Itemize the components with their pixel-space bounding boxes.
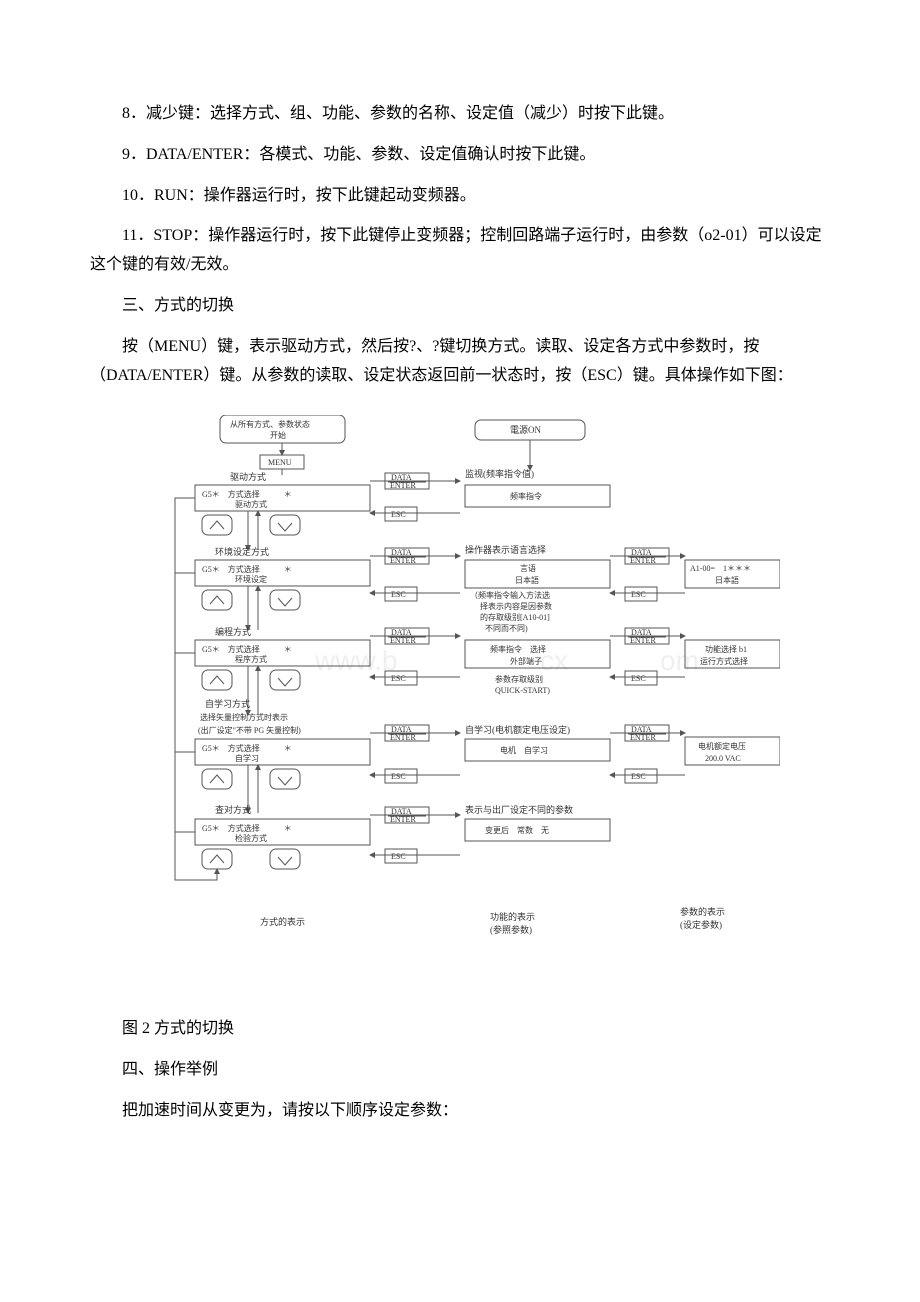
svg-text:检验方式: 检验方式 [235, 833, 267, 843]
watermark-text: om [660, 645, 699, 676]
svg-text:ENTER: ENTER [390, 636, 416, 645]
svg-text:从所有方式、参数状态: 从所有方式、参数状态 [230, 419, 310, 429]
svg-text:的存取级别[A10-01]: 的存取级别[A10-01] [480, 612, 550, 622]
svg-text:环境设定方式: 环境设定方式 [215, 546, 269, 557]
svg-text:MENU: MENU [268, 458, 292, 467]
svg-text:ESC: ESC [391, 772, 406, 781]
svg-text:G5＊ 方式选择 ＊: G5＊ 方式选择 ＊ [202, 564, 292, 574]
figure-caption: 图 2 方式的切换 [90, 1015, 830, 1044]
svg-text:频率指令 选择: 频率指令 选择 [490, 644, 546, 654]
svg-text:ENTER: ENTER [630, 636, 656, 645]
svg-text:驱动方式: 驱动方式 [230, 471, 266, 482]
svg-text:ESC: ESC [391, 510, 406, 519]
para-11: 11．STOP：操作器运行时，按下此键停止变频器；控制回路端子运行时，由参数（o… [90, 222, 830, 280]
svg-text:G5＊ 方式选择 ＊: G5＊ 方式选择 ＊ [202, 743, 292, 753]
col-label-2: 功能的表示 [490, 911, 535, 922]
para-8: 8．减少键：选择方式、组、功能、参数的名称、设定值（减少）时按下此键。 [90, 100, 830, 129]
svg-text:G5＊ 方式选择 ＊: G5＊ 方式选择 ＊ [202, 644, 292, 654]
svg-text:(出厂设定"不带 PG 矢量控制): (出厂设定"不带 PG 矢量控制) [198, 725, 301, 735]
svg-text:电机额定电压: 电机额定电压 [698, 741, 746, 751]
svg-text:开始: 开始 [270, 430, 286, 440]
svg-text:查对方式: 查对方式 [215, 804, 251, 815]
power-on-label: 電源ON [510, 425, 541, 435]
svg-text:自学习方式: 自学习方式 [205, 698, 250, 709]
svg-text:A1-00= 1＊＊＊: A1-00= 1＊＊＊ [690, 564, 751, 573]
section-4-body: 把加速时间从变更为，请按以下顺序设定参数： [90, 1097, 830, 1126]
section-3-body: 按（MENU）键，表示驱动方式，然后按?、?键切换方式。读取、设定各方式中参数时… [90, 333, 830, 391]
col-label-2b: (参照参数) [490, 924, 532, 935]
svg-text:电机 自学习: 电机 自学习 [500, 745, 548, 755]
col-label-3b: (设定参数) [680, 919, 722, 930]
section-4-title: 四、操作举例 [90, 1056, 830, 1085]
svg-text:ESC: ESC [631, 674, 646, 683]
svg-text:ESC: ESC [631, 772, 646, 781]
mode-switch-diagram: www.b cx om 電源ON 从所有方式、参数状态 开始 MENU 驱动方式… [140, 415, 780, 985]
svg-text:日本語: 日本語 [715, 575, 739, 585]
svg-text:日本語: 日本語 [515, 575, 539, 585]
svg-text:ENTER: ENTER [630, 556, 656, 565]
svg-text:G5＊ 方式选择 ＊: G5＊ 方式选择 ＊ [202, 489, 292, 499]
section-3-title: 三、方式的切换 [90, 292, 830, 321]
svg-text:不同而不同): 不同而不同) [485, 624, 528, 633]
svg-text:程序方式: 程序方式 [235, 654, 267, 664]
svg-text:QUICK-START): QUICK-START) [495, 686, 550, 695]
svg-text:ESC: ESC [391, 590, 406, 599]
svg-text:驱动方式: 驱动方式 [235, 499, 267, 509]
svg-text:ESC: ESC [391, 674, 406, 683]
svg-text:自学习(电机额定电压设定): 自学习(电机额定电压设定) [465, 724, 570, 735]
svg-text:择表示内容是因参数: 择表示内容是因参数 [480, 601, 552, 611]
svg-text:功能选择 b1: 功能选择 b1 [705, 644, 747, 654]
svg-text:操作器表示语言选择: 操作器表示语言选择 [465, 544, 546, 555]
svg-text:ENTER: ENTER [630, 733, 656, 742]
svg-text:环境设定: 环境设定 [235, 574, 267, 584]
svg-text:频率指令: 频率指令 [510, 491, 542, 501]
svg-text:ENTER: ENTER [390, 733, 416, 742]
svg-text:参数存取级别: 参数存取级别 [495, 674, 543, 684]
svg-text:（频率指令输入方法选: （频率指令输入方法选 [470, 590, 550, 600]
svg-text:ENTER: ENTER [390, 556, 416, 565]
svg-text:ESC: ESC [391, 852, 406, 861]
svg-text:表示与出厂设定不同的参数: 表示与出厂设定不同的参数 [465, 804, 573, 815]
svg-text:ENTER: ENTER [390, 481, 416, 490]
col-label-1: 方式的表示 [260, 916, 305, 927]
svg-text:外部端子: 外部端子 [510, 656, 542, 666]
svg-text:自学习: 自学习 [235, 753, 259, 763]
svg-text:言语: 言语 [520, 563, 536, 573]
svg-text:G5＊ 方式选择 ＊: G5＊ 方式选择 ＊ [202, 823, 292, 833]
svg-text:ESC: ESC [631, 590, 646, 599]
svg-text:编程方式: 编程方式 [215, 626, 251, 637]
col-label-3: 参数的表示 [680, 906, 725, 917]
para-9: 9．DATA/ENTER：各模式、功能、参数、设定值确认时按下此键。 [90, 141, 830, 170]
svg-text:运行方式选择: 运行方式选择 [700, 656, 748, 666]
para-10: 10．RUN：操作器运行时，按下此键起动变频器。 [90, 182, 830, 211]
svg-text:选择矢量控制方式时表示: 选择矢量控制方式时表示 [200, 712, 288, 722]
svg-text:200.0 VAC: 200.0 VAC [705, 754, 741, 763]
svg-text:变更后 常数 无: 变更后 常数 无 [485, 825, 549, 835]
svg-text:ENTER: ENTER [390, 815, 416, 824]
svg-text:监视(频率指令值): 监视(频率指令值) [465, 468, 534, 479]
